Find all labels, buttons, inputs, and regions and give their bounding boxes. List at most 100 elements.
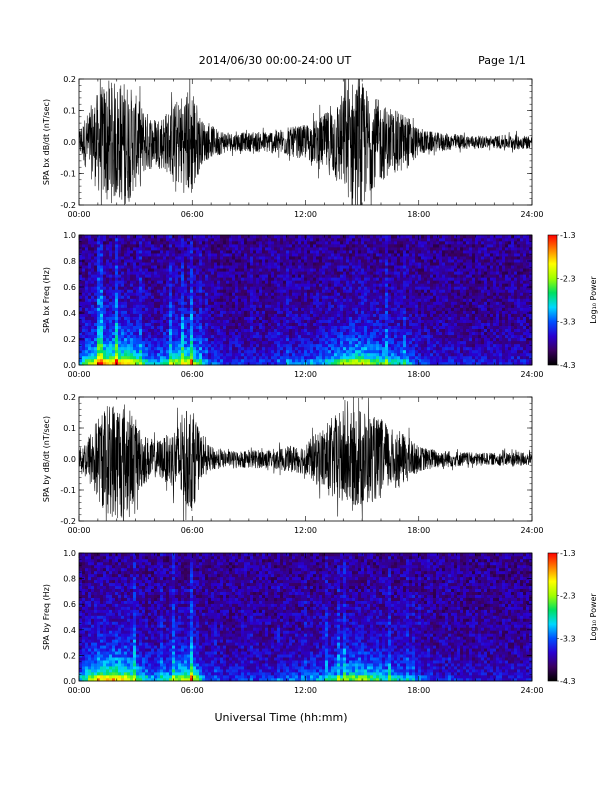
- spectrogram-cell: [313, 265, 317, 269]
- spectrogram-cell: [373, 259, 377, 263]
- spectrogram-cell: [259, 340, 263, 345]
- spectrogram-cell: [154, 286, 158, 290]
- spectrogram-cell: [259, 346, 263, 351]
- spectrogram-cell: [94, 331, 98, 336]
- spectrogram-cell: [151, 340, 155, 345]
- spectrogram-cell: [325, 265, 329, 269]
- spectrogram-cell: [289, 235, 293, 239]
- spectrogram-cell: [415, 289, 419, 293]
- spectrogram-cell: [118, 358, 122, 363]
- spectrogram-cell: [220, 340, 224, 345]
- spectrogram-cell: [172, 340, 176, 345]
- spectrogram-cell: [154, 253, 158, 257]
- spectrogram-cell: [406, 316, 410, 320]
- spectrogram-cell: [406, 289, 410, 293]
- spectrogram-cell: [313, 259, 317, 263]
- spectrogram-cell: [85, 310, 89, 314]
- spectrogram-cell: [127, 241, 131, 245]
- spectrogram-cell: [310, 352, 314, 357]
- spectrogram-cell: [145, 283, 149, 287]
- spectrogram-cell: [172, 322, 176, 326]
- spectrogram-cell: [178, 277, 182, 281]
- spectrogram-cell: [181, 331, 185, 336]
- spectrogram-cell: [298, 334, 302, 339]
- spectrogram-cell: [115, 304, 119, 308]
- spectrogram-cell: [259, 307, 263, 311]
- spectrogram-cell: [349, 256, 353, 260]
- spectrogram-cell: [94, 244, 98, 248]
- spectrogram-cell: [244, 244, 248, 248]
- spectrogram-cell: [256, 277, 260, 281]
- spectrogram-cell: [382, 307, 386, 311]
- spectrogram-cell: [322, 355, 326, 360]
- spectrogram-cell: [91, 244, 95, 248]
- spectrogram-cell: [220, 334, 224, 339]
- spectrogram-cell: [331, 265, 335, 269]
- spectrogram-cell: [97, 358, 101, 363]
- spectrogram-cell: [379, 262, 383, 266]
- spectrogram-cell: [169, 238, 173, 242]
- spectrogram-cell: [79, 280, 83, 284]
- spectrogram-cell: [340, 292, 344, 296]
- spectrogram-cell: [409, 316, 413, 320]
- spectrogram-cell: [265, 316, 269, 320]
- spectrogram-cell: [289, 238, 293, 242]
- spectrogram-cell: [403, 349, 407, 354]
- spectrogram-cell: [301, 358, 305, 363]
- spectrogram-cell: [238, 361, 242, 366]
- spectrogram-cell: [127, 295, 131, 299]
- spectrogram-cell: [88, 358, 92, 363]
- spectrogram-cell: [136, 238, 140, 242]
- spectrogram-cell: [364, 346, 368, 351]
- spectrogram-cell: [223, 340, 227, 345]
- spectrogram-cell: [85, 244, 89, 248]
- spectrogram-cell: [193, 304, 197, 308]
- spectrogram-cell: [286, 256, 290, 260]
- spectrogram-cell: [391, 265, 395, 269]
- spectrogram-cell: [139, 331, 143, 336]
- spectrogram-cell: [397, 346, 401, 351]
- spectrogram-cell: [367, 337, 371, 342]
- spectrogram-cell: [85, 337, 89, 342]
- spectrogram-cell: [289, 361, 293, 366]
- spectrogram-cell: [196, 271, 200, 275]
- spectrogram-cell: [391, 271, 395, 275]
- spectrogram-cell: [79, 286, 83, 290]
- spectrogram-cell: [112, 355, 116, 360]
- spectrogram-cell: [331, 340, 335, 345]
- spectrogram-cell: [292, 340, 296, 345]
- spectrogram-cell: [280, 307, 284, 311]
- spectrogram-cell: [322, 274, 326, 278]
- spectrogram-cell: [208, 235, 212, 239]
- spectrogram-cell: [301, 292, 305, 296]
- spectrogram-cell: [265, 238, 269, 242]
- spectrogram-cell: [331, 358, 335, 363]
- spectrogram-cell: [271, 349, 275, 354]
- spectrogram-cell: [241, 292, 245, 296]
- spectrogram-cell: [169, 334, 173, 339]
- spectrogram-cell: [157, 256, 161, 260]
- spectrogram-cell: [241, 295, 245, 299]
- spectrogram-cell: [313, 295, 317, 299]
- spectrogram-cell: [292, 328, 296, 333]
- spectrogram-cell: [118, 355, 122, 360]
- spectrogram-cell: [376, 346, 380, 351]
- spectrogram-cell: [319, 247, 323, 251]
- spectrogram-cell: [226, 274, 230, 278]
- spectrogram-cell: [202, 295, 206, 299]
- spectrogram-cell: [397, 265, 401, 269]
- spectrogram-cell: [373, 316, 377, 320]
- spectrogram-cell: [316, 361, 320, 366]
- spectrogram-cell: [100, 292, 104, 296]
- spectrogram-cell: [331, 349, 335, 354]
- spectrogram-cell: [361, 238, 365, 242]
- spectrogram-cell: [361, 319, 365, 323]
- spectrogram-cell: [286, 292, 290, 296]
- spectrogram-cell: [298, 262, 302, 266]
- spectrogram-cell: [289, 340, 293, 345]
- spectrogram-cell: [337, 280, 341, 284]
- spectrogram-cell: [223, 280, 227, 284]
- spectrogram-cell: [106, 340, 110, 345]
- spectrogram-cell: [121, 337, 125, 342]
- spectrogram-cell: [232, 256, 236, 260]
